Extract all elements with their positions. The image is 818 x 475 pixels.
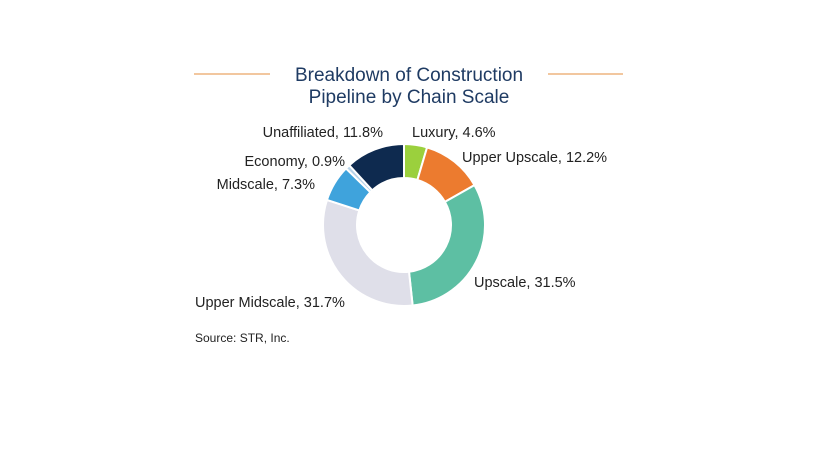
chart-title-line-2: Pipeline by Chain Scale [308,87,510,108]
slice-label-luxury: Luxury, 4.6% [412,125,496,141]
slice-label-unaffiliated: Unaffiliated, 11.8% [263,125,383,141]
slice-label-upscale: Upscale, 31.5% [474,275,576,291]
donut-hole [357,178,451,272]
slice-label-midscale: Midscale, 7.3% [217,177,315,193]
chart-title-line-1: Breakdown of Construction [294,65,524,86]
title-rule-right [548,73,623,75]
title-rule-left [194,73,270,75]
slice-label-upper-upscale: Upper Upscale, 12.2% [462,150,607,166]
slice-label-economy: Economy, 0.9% [245,154,346,170]
slice-label-upper-midscale: Upper Midscale, 31.7% [195,295,345,311]
source-note: Source: STR, Inc. [195,331,290,345]
chart-title: Breakdown of Construction Pipeline by Ch… [262,65,556,109]
